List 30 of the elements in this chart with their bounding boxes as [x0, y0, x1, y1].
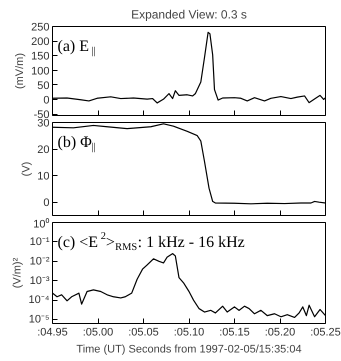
y-tick-label: 10⁻¹	[30, 236, 50, 248]
y-tick-label: 150	[31, 50, 50, 63]
y-tick-label: 10⁻³	[30, 274, 50, 287]
x-tick-label: :05.20	[264, 326, 296, 338]
y-tick-label: 250	[31, 22, 50, 34]
y-tick-label: 30	[37, 118, 50, 130]
x-tick-label: :05.05	[128, 326, 159, 338]
y-axis-title: (mV/m)	[14, 52, 26, 90]
y-tick-label: 50	[37, 80, 50, 92]
x-tick-label: :04.95	[37, 326, 68, 338]
x-tick-label: :05.15	[219, 326, 250, 338]
chart-title: Expanded View: 0.3 s	[131, 8, 247, 22]
y-axis-title: (V)	[20, 162, 32, 176]
y-tick-label: 200	[31, 36, 50, 48]
y-axis-title: (V/m)²	[12, 257, 24, 288]
y-tick-label: 10⁻⁴	[28, 294, 50, 306]
y-tick-label: 100	[31, 65, 50, 78]
y-tick-label: 10⁻²	[30, 255, 50, 268]
y-tick-label: 10⁰	[33, 218, 50, 230]
y-tick-label: 0	[43, 197, 50, 210]
y-tick-label: 10⁻⁵	[28, 314, 50, 326]
annotation: (a) E||	[58, 38, 96, 57]
x-tick-label: :05.25	[310, 326, 341, 338]
x-axis-title: Time (UT) Seconds from 1997-02-05/15:35:04	[76, 344, 302, 356]
y-tick-label: 0	[43, 94, 50, 106]
x-tick-label: :05.10	[174, 326, 204, 338]
x-tick-label: :05.00	[82, 326, 114, 338]
y-tick-label: 20	[37, 144, 50, 156]
annotation: (b) Φ||	[58, 134, 96, 153]
y-tick-label: 10	[37, 170, 50, 183]
